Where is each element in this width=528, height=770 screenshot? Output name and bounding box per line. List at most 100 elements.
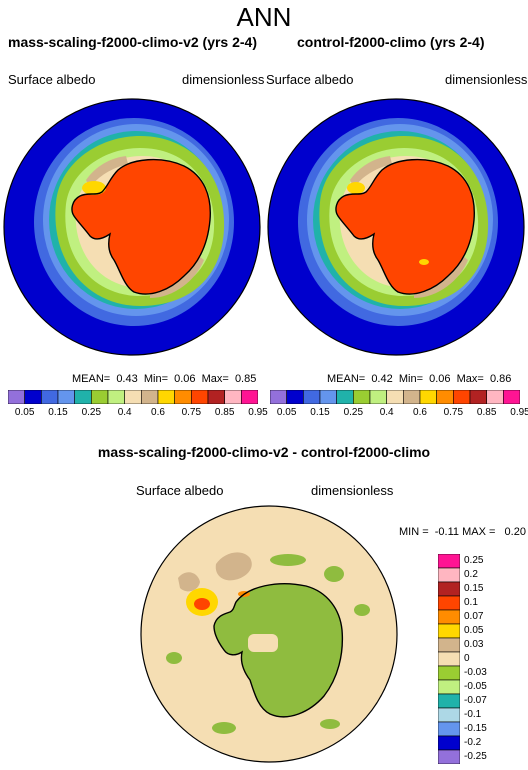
colorbar-swatch [74, 390, 92, 404]
diff-negative-patch-6 [320, 719, 340, 729]
colorbar-swatch [369, 390, 387, 404]
colorbar-tick-label: 0.75 [443, 407, 464, 418]
diff-negative-patch-4 [212, 722, 236, 734]
colorbar-swatch [438, 609, 460, 625]
colorbar-swatch [270, 390, 287, 404]
coastline [71, 158, 211, 295]
colorbar-swatch [503, 390, 520, 404]
colorbar-tick-label: 0.25 [464, 555, 484, 566]
panel1-stats: MEAN= 0.43 Min= 0.06 Max= 0.85 [72, 373, 257, 385]
diff-negative-patch-3 [354, 604, 370, 616]
colorbar-swatch [124, 390, 142, 404]
colorbar-swatch [286, 390, 304, 404]
map-border [267, 98, 525, 356]
colorbar-tick-label: 0.6 [151, 407, 165, 418]
diff-colorbar-labels: 0.25 0.2 0.15 0.1 0.07 0.05 0.03 0 -0.03 -0.05 -0.… [464, 554, 514, 764]
panel2-variable-label: Surface albedo [266, 72, 354, 87]
shelf-dark-2 [86, 156, 128, 188]
colorbar-swatch [438, 651, 460, 667]
map-border [3, 98, 261, 356]
colorbar-swatch [224, 390, 242, 404]
colorbar-swatch [174, 390, 192, 404]
highlight-region [82, 181, 106, 195]
colorbar-tick-label: 0.05 [276, 407, 297, 418]
colorbar-tick-label: 0.15 [464, 583, 484, 594]
colorbar-swatch [403, 390, 421, 404]
colorbar-tick-label: 0.1 [464, 597, 478, 608]
colorbar-tick-label: 0.6 [413, 407, 427, 418]
diff-neutral-patch [248, 634, 278, 652]
diff-coastline [213, 583, 344, 718]
diff-stats: MIN = -0.11 MAX = 0.20 [399, 526, 526, 538]
colorbar-tick-label: -0.05 [464, 681, 487, 692]
colorbar-tick-label: 0.15 [48, 407, 68, 418]
colorbar-swatch [353, 390, 371, 404]
colorbar-swatch [57, 390, 75, 404]
diff-positive-region-2 [178, 572, 200, 592]
panel1-colorbar [8, 390, 258, 404]
diff-negative-continent [214, 583, 343, 717]
colorbar-swatch [438, 749, 460, 764]
continent [72, 159, 211, 295]
colorbar-swatch [419, 390, 437, 404]
colorbar-swatch [91, 390, 109, 404]
colorbar-swatch [319, 390, 337, 404]
map-border [140, 505, 398, 763]
colorbar-swatch [191, 390, 209, 404]
colorbar-swatch [438, 595, 460, 611]
panel1-title: mass-scaling-f2000-climo-v2 (yrs 2-4) [8, 34, 257, 50]
colorbar-swatch [453, 390, 471, 404]
colorbar-swatch [438, 693, 460, 709]
panel2-units-label: dimensionless [445, 72, 528, 87]
diff-colorbar [438, 554, 460, 764]
colorbar-swatch [141, 390, 159, 404]
colorbar-swatch [41, 390, 59, 404]
colorbar-swatch [469, 390, 487, 404]
colorbar-tick-label: -0.1 [464, 709, 482, 720]
colorbar-swatch [436, 390, 454, 404]
diff-positive-region [215, 552, 252, 581]
colorbar-swatch [303, 390, 321, 404]
diff-panel-title: mass-scaling-f2000-climo-v2 - control-f2… [97, 444, 431, 460]
colorbar-swatch [438, 581, 460, 597]
colorbar-tick-label: 0.85 [214, 407, 235, 418]
colorbar-swatch [486, 390, 504, 404]
colorbar-tick-label: 0.95 [510, 407, 528, 418]
diff-variable-label: Surface albedo [136, 483, 224, 498]
colorbar-swatch [438, 707, 460, 723]
colorbar-tick-label: 0.07 [464, 611, 484, 622]
colorbar-swatch [438, 721, 460, 737]
diff-polar-map [140, 505, 398, 763]
colorbar-swatch [438, 567, 460, 583]
colorbar-swatch [438, 665, 460, 681]
colorbar-swatch [207, 390, 225, 404]
colorbar-swatch [438, 679, 460, 695]
diff-peak-region [194, 598, 210, 610]
colorbar-tick-label: 0.85 [476, 407, 497, 418]
colorbar-tick-label: 0.15 [310, 407, 330, 418]
colorbar-swatch [386, 390, 404, 404]
colorbar-swatch [107, 390, 125, 404]
colorbar-tick-label: 0.4 [117, 407, 132, 418]
colorbar-tick-label: -0.07 [464, 695, 487, 706]
coastline [335, 158, 475, 295]
highlight-region [347, 182, 365, 194]
colorbar-swatch [438, 623, 460, 639]
colorbar-swatch [438, 637, 460, 653]
diff-negative-patch-5 [166, 652, 182, 664]
diff-units-label: dimensionless [311, 483, 394, 498]
colorbar-tick-label: 0.03 [464, 639, 484, 650]
panel1-variable-label: Surface albedo [8, 72, 96, 87]
colorbar-tick-label: -0.03 [464, 667, 487, 678]
colorbar-swatch [336, 390, 354, 404]
panel2-polar-map [267, 98, 525, 356]
colorbar-tick-label: 0.25 [343, 407, 364, 418]
colorbar-swatch [157, 390, 175, 404]
colorbar-tick-label: -0.25 [464, 751, 487, 762]
colorbar-swatch [24, 390, 42, 404]
continent [336, 159, 475, 295]
panel1-units-label: dimensionless [182, 72, 265, 87]
page-title: ANN [236, 2, 292, 32]
colorbar-swatch [241, 390, 258, 404]
colorbar-tick-label: 0.2 [464, 569, 478, 580]
